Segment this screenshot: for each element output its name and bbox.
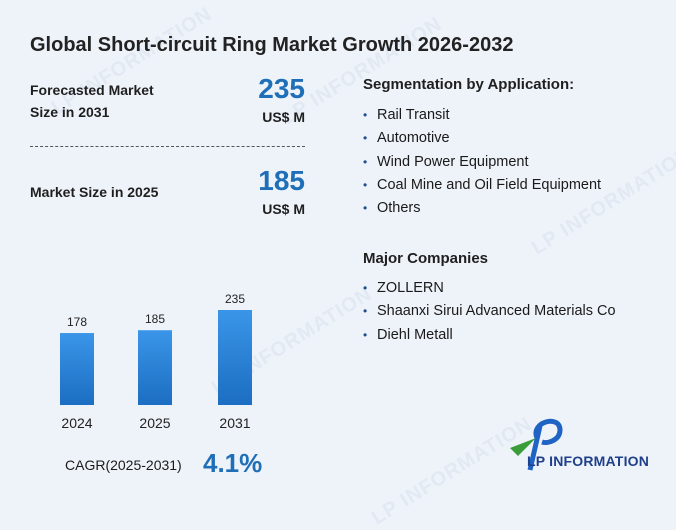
list-item: • Wind Power Equipment (363, 151, 601, 174)
bar-2031 (218, 310, 252, 405)
bar-chart: 178 2024 185 2025 235 2031 (60, 292, 252, 431)
divider (30, 146, 305, 147)
bullet-icon: • (363, 154, 368, 169)
bar-2025 (138, 330, 172, 405)
segmentation-list: • Rail Transit • Automotive • Wind Power Eq… (363, 104, 601, 220)
x-tick-label: 2024 (61, 415, 92, 431)
data-label: 235 (225, 292, 245, 306)
list-item: • ZOLLERN (363, 277, 616, 300)
forecast-label-line1: Forecasted Market (30, 82, 154, 98)
cagr-value: 4.1% (203, 448, 263, 478)
page-title: Global Short-circuit Ring Market Growth … (30, 34, 514, 56)
x-tick-label: 2025 (139, 415, 170, 431)
bullet-icon: • (363, 177, 368, 192)
list-item: • Automotive (363, 127, 601, 150)
bullet-icon: • (363, 327, 368, 342)
list-item: • Others (363, 197, 601, 220)
forecast-label-line2: Size in 2031 (30, 104, 110, 120)
list-item: • Diehl Metall (363, 324, 616, 347)
list-item: • Rail Transit (363, 104, 601, 127)
list-item: • Coal Mine and Oil Field Equipment (363, 174, 601, 197)
bar-2024 (60, 333, 94, 405)
forecast-label: Forecasted Market Size in 2031 (30, 79, 154, 123)
logo-text: LP INFORMATION (527, 453, 650, 469)
infographic: LP INFORMATION LP INFORMATION LP INFORMA… (30, 3, 676, 529)
list-item: • Shaanxi Sirui Advanced Materials Co (363, 300, 616, 323)
current-unit: US$ M (262, 201, 305, 217)
bullet-icon: • (363, 131, 368, 146)
current-value: 185 (258, 165, 305, 196)
bullet-icon: • (363, 108, 368, 122)
segmentation-title: Segmentation by Application: (363, 76, 575, 93)
bullet-icon: • (363, 304, 368, 319)
x-tick-label: 2031 (219, 415, 250, 431)
bullet-icon: • (363, 201, 368, 216)
forecast-value: 235 (258, 73, 305, 104)
companies-list: • ZOLLERN • Shaanxi Sirui Advanced Materia… (363, 277, 616, 347)
cagr-label: CAGR(2025-2031) (65, 457, 182, 473)
lp-information-logo-icon (510, 418, 563, 471)
data-label: 178 (67, 315, 87, 329)
bullet-icon: • (363, 281, 368, 295)
current-label: Market Size in 2025 (30, 184, 159, 200)
data-label: 185 (145, 312, 165, 326)
companies-title: Major Companies (363, 250, 489, 267)
forecast-unit: US$ M (262, 109, 305, 125)
